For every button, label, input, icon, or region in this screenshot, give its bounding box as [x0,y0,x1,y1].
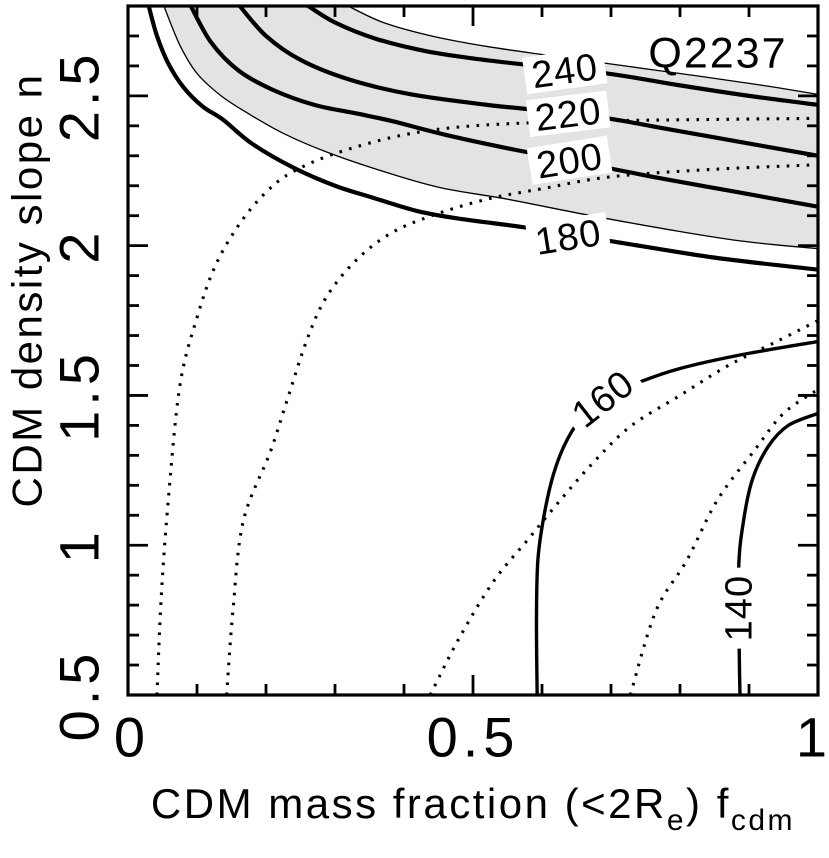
contour-line-200 [188,6,818,209]
contour-label-box-140 [719,567,757,649]
contour-dotted-4 [628,388,818,695]
contour-dotted-3 [428,319,818,695]
contour-label-text-220: 220 [533,90,604,140]
contour-label-220: 220 [525,90,611,140]
y-tick-label-2: 2 [48,228,111,264]
figure-annotation-q2237: Q2237 [648,29,787,77]
band-edge-lower [163,6,818,250]
y-axis-title: CDM density slope n [4,73,51,508]
y-tick-label-1.5: 1.5 [48,349,111,442]
contour-line-240 [306,6,818,107]
y-tick-label-2.5: 2.5 [48,49,111,142]
contour-dotted-2 [225,163,818,695]
contour-label-text-140: 140 [718,575,760,641]
contour-label-box-220 [525,90,611,138]
contour-label-200: 200 [526,135,613,188]
x-tick-label-1: 1 [796,706,829,769]
contour-label-text-200: 200 [534,136,606,188]
contour-label-140: 140 [718,567,760,649]
x-axis-title: CDM mass fraction (<2Re) fcdm [151,780,795,837]
contour-label-box-200 [526,135,613,185]
contour-label-text-180: 180 [532,212,604,264]
y-tick-label-1: 1 [48,527,111,563]
y-tick-label-0.5: 0.5 [48,649,111,742]
contour-label-box-160 [559,358,647,438]
axis-ticks [128,6,818,695]
x-tick-label-0.5: 0.5 [427,706,520,769]
contour-line-220 [238,6,818,158]
contour-label-text-240: 240 [529,46,601,97]
contour-label-240: 240 [522,46,608,97]
contour-label-180: 180 [525,212,612,264]
contour-line-140 [736,411,818,695]
x-tick-label-0: 0 [114,706,150,769]
contour-label-box-240 [522,46,608,95]
contour-label-box-180 [525,212,612,262]
confidence-band [163,6,818,249]
